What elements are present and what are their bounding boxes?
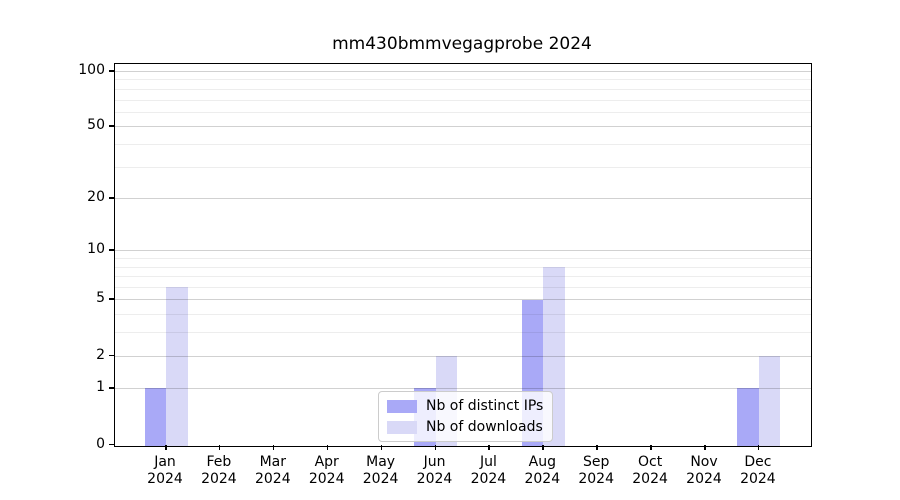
x-tick-label-mar: Mar 2024 (254, 454, 291, 487)
major-gridline-20 (115, 198, 811, 200)
y-tick-label-20: 20 (87, 189, 105, 206)
x-tick-label-jul: Jul 2024 (470, 454, 507, 487)
y-tick-mark-10 (109, 249, 114, 251)
y-tick-label-10: 10 (87, 241, 105, 258)
x-tick-mark-mar (272, 445, 275, 450)
x-tick-mark-dec (757, 445, 760, 450)
x-tick-label-may: May 2024 (362, 454, 399, 487)
minor-gridline-30 (115, 166, 811, 168)
y-tick-mark-5 (109, 298, 114, 300)
legend: Nb of distinct IPs Nb of downloads (378, 391, 554, 442)
legend-swatch-distinct-ips (387, 399, 417, 413)
x-tick-label-feb: Feb 2024 (201, 454, 237, 487)
legend-label-distinct-ips: Nb of distinct IPs (426, 398, 544, 414)
minor-gridline-90 (115, 79, 811, 81)
x-tick-label-nov: Nov 2024 (686, 454, 722, 487)
x-tick-label-aug: Aug 2024 (524, 454, 561, 487)
major-gridline-50 (115, 126, 811, 128)
bar-downloads-dec (758, 355, 781, 446)
x-tick-mark-nov (704, 445, 706, 450)
legend-item-downloads: Nb of downloads (387, 419, 543, 435)
x-tick-mark-aug (542, 445, 544, 450)
y-tick-label-5: 5 (96, 290, 105, 307)
legend-label-downloads: Nb of downloads (426, 419, 543, 435)
y-tick-mark-20 (109, 197, 114, 199)
y-tick-mark-100 (109, 70, 114, 72)
x-tick-mark-sep (596, 445, 598, 450)
y-tick-mark-2 (109, 354, 114, 357)
y-tick-mark-0 (109, 443, 114, 445)
major-gridline-2 (115, 355, 811, 357)
x-tick-label-oct: Oct 2024 (632, 454, 668, 487)
x-tick-label-sep: Sep 2024 (578, 454, 614, 487)
major-gridline-5 (115, 299, 811, 301)
bar-downloads-jan (166, 287, 188, 446)
y-tick-label-1: 1 (96, 379, 105, 396)
bar-distinct-ips-dec (737, 388, 759, 446)
legend-swatch-downloads (387, 420, 417, 434)
minor-gridline-80 (115, 88, 811, 90)
y-tick-mark-1 (109, 387, 114, 389)
minor-gridline-60 (115, 111, 811, 113)
minor-gridline-40 (115, 143, 811, 145)
minor-gridline-9 (115, 258, 811, 260)
x-tick-mark-feb (218, 445, 221, 450)
x-tick-label-dec: Dec 2024 (740, 454, 776, 487)
bar-distinct-ips-jan (144, 388, 166, 446)
y-tick-label-50: 50 (87, 117, 105, 134)
minor-gridline-6 (115, 287, 811, 289)
chart-title: mm430bmmvegagprobe 2024 (332, 34, 592, 54)
minor-gridline-4 (115, 314, 811, 316)
minor-gridline-8 (115, 266, 811, 268)
legend-item-distinct-ips: Nb of distinct IPs (387, 398, 543, 414)
x-tick-mark-may (380, 445, 383, 450)
x-tick-mark-jun (434, 445, 436, 450)
minor-gridline-7 (115, 276, 811, 278)
plot-area: Nb of distinct IPs Nb of downloads (114, 63, 812, 447)
x-tick-mark-jul (488, 445, 490, 450)
major-gridline-100 (115, 71, 811, 72)
x-tick-label-apr: Apr 2024 (308, 454, 345, 487)
x-tick-mark-apr (326, 445, 329, 450)
x-tick-mark-jan (165, 445, 167, 450)
y-tick-label-0: 0 (96, 435, 105, 452)
major-gridline-1 (115, 388, 811, 390)
y-tick-label-2: 2 (96, 346, 105, 363)
y-tick-mark-50 (109, 125, 114, 127)
minor-gridline-3 (115, 332, 811, 334)
x-tick-label-jun: Jun 2024 (416, 454, 453, 487)
x-tick-mark-oct (650, 445, 652, 450)
major-gridline-10 (115, 250, 811, 252)
minor-gridline-70 (115, 99, 811, 101)
y-tick-label-100: 100 (78, 62, 105, 78)
x-tick-label-jan: Jan 2024 (147, 454, 183, 487)
